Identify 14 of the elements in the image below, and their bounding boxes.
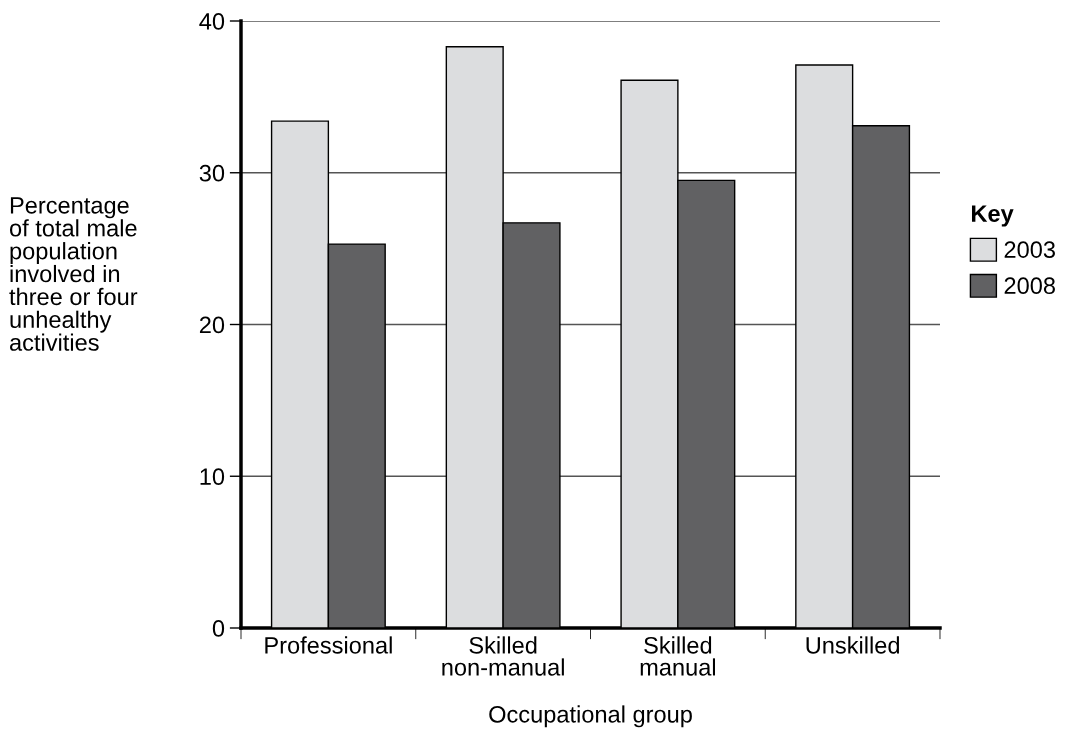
y-tick-label: 0 [212, 620, 225, 637]
x-tick-label: Unskilled [806, 636, 899, 654]
x-tick-label: Skilled manual [640, 636, 716, 676]
x-tick-label: Professional [265, 636, 392, 654]
x-tick-label: Skilled non-manual [442, 636, 564, 676]
legend-label: 2003 [1004, 241, 1055, 258]
y-tick-label: 20 [199, 316, 225, 334]
legend-label: 2008 [1004, 277, 1055, 295]
y-tick-label: 30 [199, 164, 225, 182]
legend-title: Key [971, 205, 1014, 227]
x-axis-title: Occupational group [489, 705, 692, 728]
y-tick-label: 40 [199, 13, 225, 30]
y-axis-title: Percentage of total male population involved in three or four unhealthy activities [9, 197, 138, 351]
y-tick-label: 10 [200, 468, 225, 486]
